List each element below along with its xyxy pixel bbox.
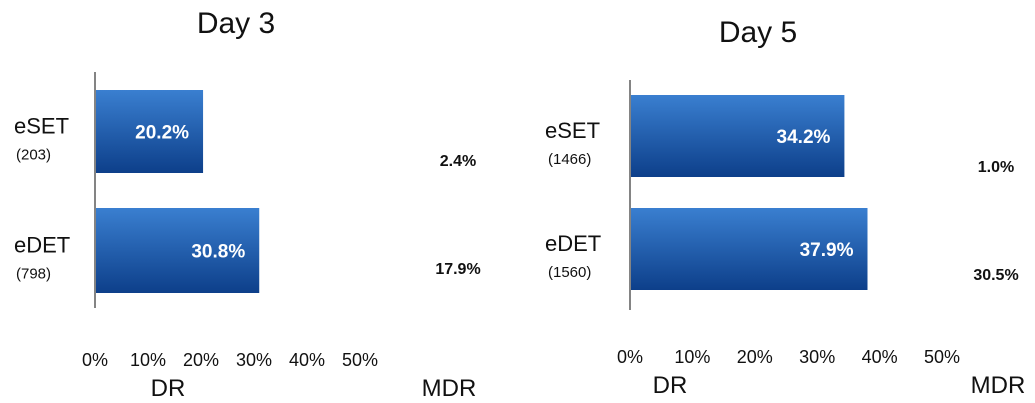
panel1-x-tick-label: 30%	[236, 350, 272, 370]
panel2-footer-mdr: MDR	[971, 372, 1026, 399]
panel1-footer-dr: DR	[151, 375, 186, 402]
panel1-title: Day 3	[197, 7, 275, 40]
panel2-x-tick-label: 40%	[862, 347, 898, 367]
panel1-mdr-value-eset: 2.4%	[440, 153, 476, 170]
panel2-category-count-edet: (1560)	[548, 264, 591, 281]
panel2-title: Day 5	[719, 16, 797, 49]
panel1-x-tick-label: 0%	[82, 350, 108, 370]
panel2-bar-edet	[631, 208, 868, 290]
panel1-category-label-edet: eDET	[14, 233, 70, 258]
panel2-x-tick-label: 0%	[617, 347, 643, 367]
panel1-x-tick-label: 20%	[183, 350, 219, 370]
panel1-x-tick-label: 40%	[289, 350, 325, 370]
panel1-x-tick-label: 10%	[130, 350, 166, 370]
panel2-bar-value-label-eset: 34.2%	[777, 127, 831, 148]
panel2-category-count-eset: (1466)	[548, 151, 591, 168]
panel1-bar-value-label-edet: 30.8%	[191, 242, 245, 263]
panel2-x-tick-label: 20%	[737, 347, 773, 367]
panel1-x-tick-label: 50%	[342, 350, 378, 370]
panel2-category-label-eset: eSET	[545, 118, 600, 143]
panel1-category-label-eset: eSET	[14, 114, 69, 139]
panel1-category-count-edet: (798)	[16, 266, 51, 283]
panel2-x-tick-label: 30%	[799, 347, 835, 367]
panel2-footer-dr: DR	[653, 372, 688, 399]
panel1-footer-mdr: MDR	[422, 375, 477, 402]
panel2-x-tick-label: 10%	[674, 347, 710, 367]
panel2-bar-value-label-edet: 37.9%	[800, 240, 854, 261]
panel2-bar-eset	[631, 95, 845, 177]
panel1-mdr-value-edet: 17.9%	[435, 261, 480, 278]
panel1-bar-eset	[96, 90, 204, 173]
panel2-category-label-edet: eDET	[545, 231, 601, 256]
panel2-x-tick-label: 50%	[924, 347, 960, 367]
panel1-category-count-eset: (203)	[16, 147, 51, 164]
panel1-bar-edet	[96, 208, 260, 293]
panel2-mdr-value-eset: 1.0%	[978, 159, 1014, 176]
panel1-bar-value-label-eset: 20.2%	[135, 123, 189, 144]
panel2-mdr-value-edet: 30.5%	[973, 267, 1018, 284]
